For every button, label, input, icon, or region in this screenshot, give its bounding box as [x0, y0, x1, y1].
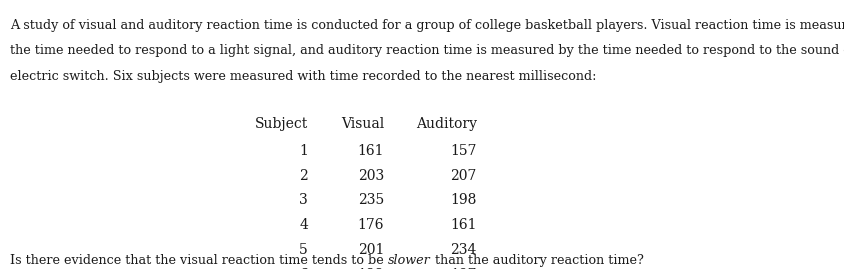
Text: 2: 2: [300, 169, 308, 183]
Text: 203: 203: [358, 169, 384, 183]
Text: 4: 4: [299, 218, 308, 232]
Text: 3: 3: [300, 193, 308, 207]
Text: 1: 1: [299, 144, 308, 158]
Text: 188: 188: [358, 268, 384, 269]
Text: 157: 157: [451, 144, 477, 158]
Text: 5: 5: [300, 243, 308, 257]
Text: the time needed to respond to a light signal, and auditory reaction time is meas: the time needed to respond to a light si…: [10, 44, 844, 57]
Text: 176: 176: [358, 218, 384, 232]
Text: than the auditory reaction time?: than the auditory reaction time?: [430, 254, 643, 267]
Text: slower: slower: [388, 254, 430, 267]
Text: 197: 197: [451, 268, 477, 269]
Text: Is there evidence that the visual reaction time tends to be: Is there evidence that the visual reacti…: [10, 254, 388, 267]
Text: 161: 161: [358, 144, 384, 158]
Text: 207: 207: [451, 169, 477, 183]
Text: 6: 6: [300, 268, 308, 269]
Text: 201: 201: [358, 243, 384, 257]
Text: 161: 161: [451, 218, 477, 232]
Text: 235: 235: [358, 193, 384, 207]
Text: 198: 198: [451, 193, 477, 207]
Text: Auditory: Auditory: [416, 117, 477, 131]
Text: Subject: Subject: [255, 117, 308, 131]
Text: Visual: Visual: [341, 117, 384, 131]
Text: electric switch. Six subjects were measured with time recorded to the nearest mi: electric switch. Six subjects were measu…: [10, 70, 597, 83]
Text: A study of visual and auditory reaction time is conducted for a group of college: A study of visual and auditory reaction …: [10, 19, 844, 32]
Text: 234: 234: [451, 243, 477, 257]
